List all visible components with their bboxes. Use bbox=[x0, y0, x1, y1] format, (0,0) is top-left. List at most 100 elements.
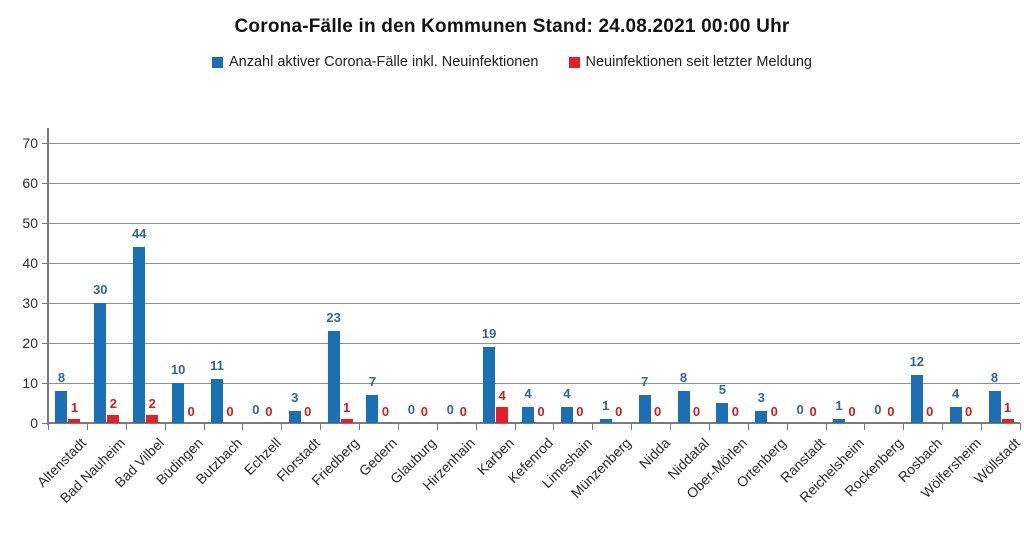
bar-active-Bad Vilbel bbox=[133, 247, 146, 423]
value-label-active-Ranstadt: 0 bbox=[796, 402, 804, 417]
x-tick bbox=[398, 423, 399, 430]
bar-new-Karben bbox=[496, 407, 509, 423]
value-label-new-Reichelsheim: 0 bbox=[848, 404, 856, 419]
x-tick bbox=[242, 423, 243, 430]
value-label-new-Friedberg: 1 bbox=[342, 400, 351, 415]
value-label-new-Kefenrod: 0 bbox=[537, 404, 545, 419]
bar-active-Bad Nauheim bbox=[94, 303, 107, 423]
value-label-new-Echzell: 0 bbox=[265, 404, 273, 419]
legend: Anzahl aktiver Corona-Fälle inkl. Neuinf… bbox=[0, 54, 1024, 70]
value-label-active-Limeshain: 4 bbox=[563, 386, 571, 401]
value-label-active-Wöllstadt: 8 bbox=[990, 370, 999, 385]
y-tick-label-0: 0 bbox=[30, 415, 38, 431]
x-tick bbox=[903, 423, 904, 430]
value-label-active-Ober-Mörlen: 5 bbox=[718, 382, 726, 397]
y-tick-30 bbox=[42, 303, 48, 304]
bar-active-Wölfersheim bbox=[949, 407, 962, 423]
x-tick bbox=[87, 423, 88, 430]
x-tick bbox=[864, 423, 865, 430]
gridline-50 bbox=[48, 223, 1020, 224]
bar-active-Friedberg bbox=[327, 331, 340, 423]
value-label-active-Ortenberg: 3 bbox=[757, 390, 765, 405]
y-tick-10 bbox=[42, 383, 48, 384]
value-label-active-Münzenberg: 1 bbox=[602, 398, 610, 413]
x-tick bbox=[204, 423, 205, 430]
value-label-active-Bad Vilbel: 44 bbox=[131, 226, 147, 241]
value-label-active-Rosbach: 12 bbox=[909, 354, 925, 369]
bar-active-Florstadt bbox=[288, 411, 301, 423]
value-label-active-Florstadt: 3 bbox=[291, 390, 299, 405]
legend-item-new-infections: Neuinfektionen seit letzter Meldung bbox=[568, 54, 812, 70]
value-label-active-Kefenrod: 4 bbox=[524, 386, 532, 401]
bar-active-Kefenrod bbox=[522, 407, 534, 423]
value-label-active-Glauburg: 0 bbox=[407, 402, 415, 417]
x-tick bbox=[631, 423, 632, 430]
x-tick bbox=[437, 423, 438, 430]
y-axis-line bbox=[47, 128, 49, 425]
x-tick bbox=[320, 423, 321, 430]
x-tick bbox=[476, 423, 477, 430]
value-label-new-Nidda: 0 bbox=[654, 404, 662, 419]
x-tick bbox=[709, 423, 710, 430]
bar-new-Altenstadt bbox=[68, 419, 81, 423]
y-tick-20 bbox=[42, 343, 48, 344]
bar-active-Rosbach bbox=[910, 375, 923, 423]
gridline-10 bbox=[48, 383, 1020, 384]
x-tick bbox=[281, 423, 282, 430]
x-tick bbox=[48, 423, 49, 430]
gridline-70 bbox=[48, 143, 1020, 144]
y-tick-label-60: 60 bbox=[22, 175, 38, 191]
bar-active-Gedern bbox=[366, 395, 379, 423]
x-tick bbox=[553, 423, 554, 430]
value-label-active-Echzell: 0 bbox=[252, 402, 260, 417]
x-tick bbox=[787, 423, 788, 430]
value-label-new-Glauburg: 0 bbox=[420, 404, 428, 419]
value-label-active-Niddatal: 8 bbox=[679, 370, 688, 385]
value-label-new-Butzbach: 0 bbox=[226, 404, 234, 419]
x-tick bbox=[592, 423, 593, 430]
value-label-active-Friedberg: 23 bbox=[326, 310, 341, 325]
value-label-active-Büdingen: 10 bbox=[170, 362, 186, 377]
bar-active-Münzenberg bbox=[599, 419, 612, 423]
bar-active-Karben bbox=[483, 347, 496, 423]
bar-active-Butzbach bbox=[210, 379, 223, 423]
red-series-swatch-icon bbox=[568, 56, 580, 68]
value-label-active-Nidda: 7 bbox=[641, 374, 649, 389]
value-label-new-Ober-Mörlen: 0 bbox=[731, 404, 739, 419]
value-label-new-Wölfersheim: 0 bbox=[965, 404, 973, 419]
gridline-40 bbox=[48, 263, 1020, 264]
x-tick bbox=[748, 423, 749, 430]
y-tick-label-40: 40 bbox=[22, 255, 38, 271]
bar-active-Ober-Mörlen bbox=[716, 403, 729, 423]
y-tick-70 bbox=[42, 143, 48, 144]
x-tick bbox=[515, 423, 516, 430]
value-label-active-Bad Nauheim: 30 bbox=[93, 282, 108, 297]
value-label-new-Rockenberg: 0 bbox=[887, 404, 895, 419]
legend-item-active-cases: Anzahl aktiver Corona-Fälle inkl. Neuinf… bbox=[212, 54, 539, 70]
value-label-new-Niddatal: 0 bbox=[692, 404, 701, 419]
value-label-new-Wöllstadt: 1 bbox=[1003, 400, 1012, 415]
blue-series-swatch-icon bbox=[212, 56, 223, 68]
y-tick-60 bbox=[42, 183, 48, 184]
value-label-new-Altenstadt: 1 bbox=[70, 400, 79, 415]
bar-active-Büdingen bbox=[172, 383, 185, 423]
bar-active-Limeshain bbox=[560, 407, 573, 423]
value-label-active-Hirzenhain: 0 bbox=[446, 402, 454, 417]
x-tick bbox=[981, 423, 982, 430]
y-tick-0 bbox=[42, 423, 48, 424]
y-tick-50 bbox=[42, 223, 48, 224]
x-tick bbox=[826, 423, 827, 430]
y-tick-label-50: 50 bbox=[22, 215, 38, 231]
value-label-new-Hirzenhain: 0 bbox=[459, 404, 467, 419]
bar-new-Bad Vilbel bbox=[146, 415, 159, 423]
value-label-active-Altenstadt: 8 bbox=[57, 370, 66, 385]
x-tick bbox=[1020, 423, 1021, 430]
y-tick-label-20: 20 bbox=[22, 335, 38, 351]
bar-active-Niddatal bbox=[677, 391, 690, 423]
value-label-new-Büdingen: 0 bbox=[187, 404, 195, 419]
bar-active-Reichelsheim bbox=[833, 419, 846, 423]
value-label-new-Gedern: 0 bbox=[381, 404, 390, 419]
value-label-new-Karben: 4 bbox=[498, 388, 506, 403]
